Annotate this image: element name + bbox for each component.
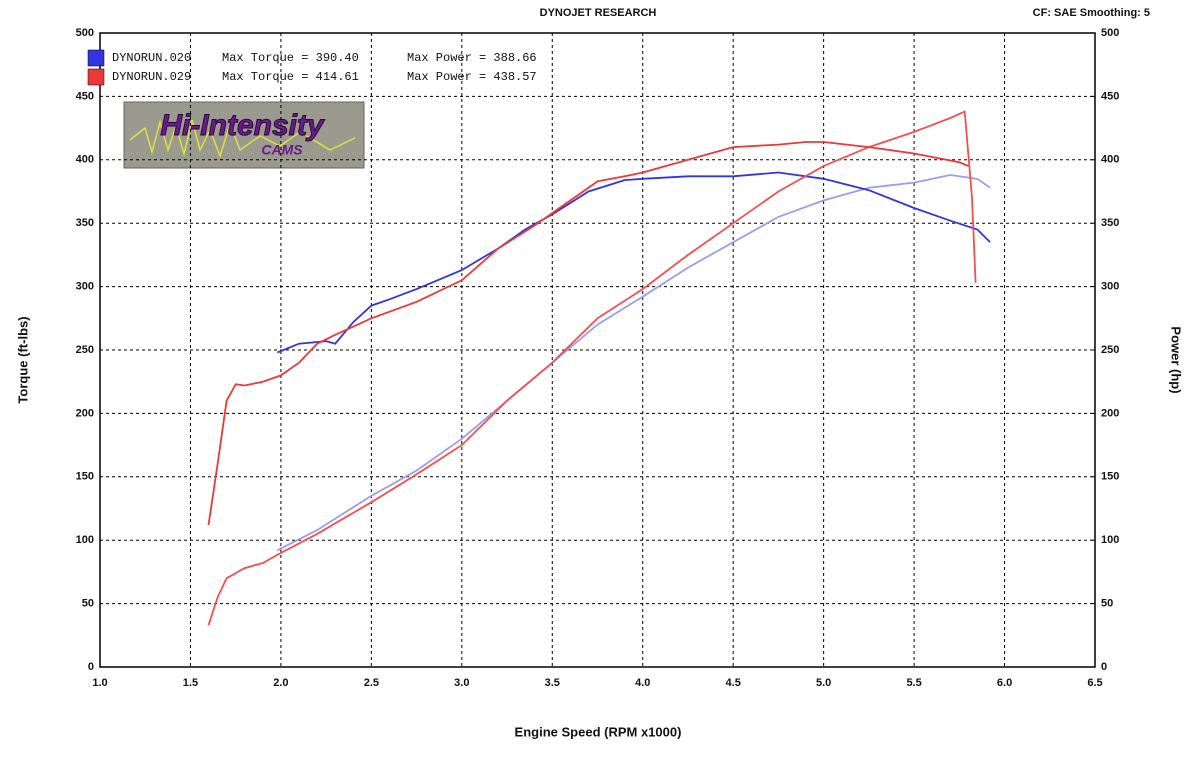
chart-subtitle: CF: SAE Smoothing: 5: [1033, 7, 1150, 19]
logo-text: Hi-Intensity: [160, 109, 325, 142]
legend-power: Max Power = 388.66: [407, 51, 537, 65]
legend-name: DYNORUN.029: [112, 70, 191, 84]
torque-line: [207, 141, 969, 526]
y-tick-label: 0: [88, 661, 94, 673]
x-tick-label: 3.0: [454, 677, 469, 689]
legend-torque: Max Torque = 390.40: [222, 51, 359, 65]
y2-axis-title: Power (hp): [1169, 326, 1184, 393]
y-tick-label: 450: [76, 90, 94, 102]
x-tick-label: 3.5: [545, 677, 560, 689]
y2-tick-label: 100: [1101, 534, 1119, 546]
legend-torque: Max Torque = 414.61: [222, 70, 359, 84]
logo: Hi-Intensity CAMS: [123, 101, 365, 169]
x-tick-label: 5.5: [906, 677, 921, 689]
logo-sub: CAMS: [261, 142, 303, 158]
logo-wave: [129, 119, 356, 159]
y-tick-label: 400: [76, 154, 94, 166]
plot-frame: [99, 32, 1096, 668]
legend-swatch: [87, 49, 105, 67]
y-tick-label: 100: [76, 534, 94, 546]
x-tick-label: 4.0: [635, 677, 650, 689]
y2-tick-label: 350: [1101, 217, 1119, 229]
power-line: [276, 174, 991, 552]
x-tick-label: 2.0: [273, 677, 288, 689]
x-tick-label: 1.5: [183, 677, 198, 689]
y-tick-label: 250: [76, 344, 94, 356]
legend-name: DYNORUN.020: [112, 51, 191, 65]
y2-tick-label: 50: [1101, 598, 1113, 610]
y-tick-label: 350: [76, 217, 94, 229]
x-axis-title: Engine Speed (RPM x1000): [515, 724, 682, 739]
x-tick-label: 2.5: [364, 677, 379, 689]
y-tick-label: 500: [76, 27, 94, 39]
y2-tick-label: 450: [1101, 90, 1119, 102]
y-axis-title: Torque (ft-lbs): [15, 316, 30, 403]
y-tick-label: 50: [82, 598, 94, 610]
legend-swatch: [87, 68, 105, 86]
x-tick-label: 5.0: [816, 677, 831, 689]
y2-tick-label: 300: [1101, 281, 1119, 293]
chart-title: DYNOJET RESEARCH: [540, 7, 657, 19]
x-tick-label: 1.0: [92, 677, 107, 689]
power-line: [207, 110, 977, 626]
y-tick-label: 200: [76, 407, 94, 419]
y2-tick-label: 0: [1101, 661, 1107, 673]
y-tick-label: 300: [76, 281, 94, 293]
x-tick-label: 4.5: [726, 677, 741, 689]
y2-tick-label: 250: [1101, 344, 1119, 356]
x-tick-label: 6.5: [1087, 677, 1102, 689]
y2-tick-label: 150: [1101, 471, 1119, 483]
torque-line: [276, 171, 991, 354]
y2-tick-label: 500: [1101, 27, 1119, 39]
x-tick-label: 6.0: [997, 677, 1012, 689]
y-tick-label: 150: [76, 471, 94, 483]
y2-tick-label: 400: [1101, 154, 1119, 166]
legend-power: Max Power = 438.57: [407, 70, 537, 84]
y2-tick-label: 200: [1101, 407, 1119, 419]
